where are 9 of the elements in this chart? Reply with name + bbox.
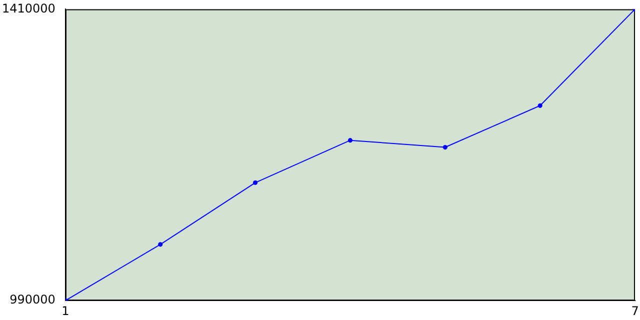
point <box>442 144 448 150</box>
y-tick-label: 990000 <box>10 292 56 307</box>
point <box>252 180 258 185</box>
point <box>348 138 353 143</box>
point <box>538 103 542 108</box>
x-tick-label: 7 <box>631 304 639 318</box>
x-tick-label: 1 <box>62 304 70 318</box>
y-tick-label: 1410000 <box>2 1 56 16</box>
point <box>158 242 163 247</box>
